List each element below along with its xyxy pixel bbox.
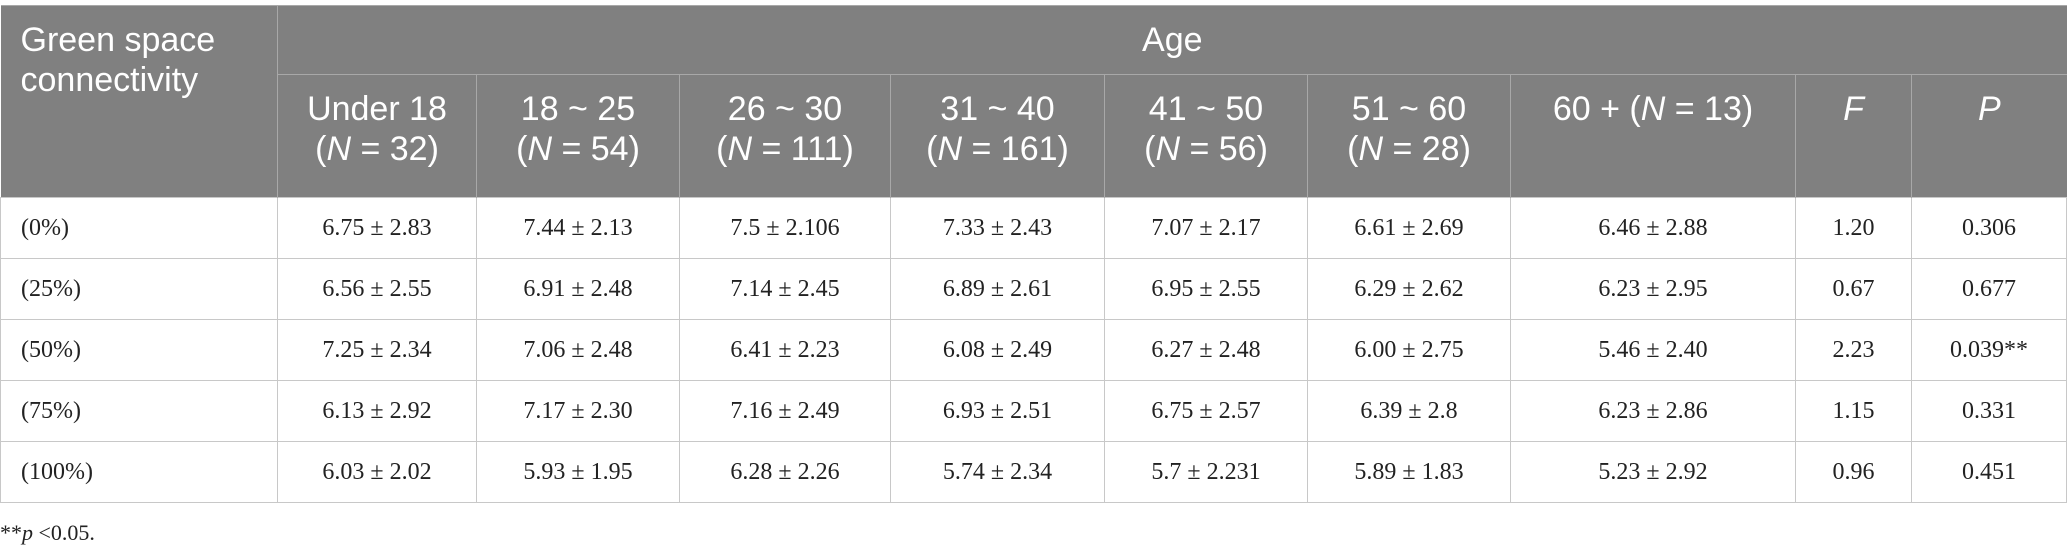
cell: 6.75 ± 2.83 — [277, 197, 477, 259]
cell: 5.89 ± 1.83 — [1307, 441, 1511, 503]
data-row: (75%) 6.13 ± 2.92 7.17 ± 2.30 7.16 ± 2.49 6.… — [0, 380, 2068, 442]
column-label: Under 18 — [307, 90, 447, 128]
cell: 7.17 ± 2.30 — [476, 380, 680, 442]
cell: 5.46 ± 2.40 — [1510, 319, 1796, 381]
cell: 5.74 ± 2.34 — [890, 441, 1105, 503]
column-header: 31 ~ 40 (N = 161) — [890, 74, 1105, 198]
column-header: P — [1910, 74, 2067, 198]
cell: 5.93 ± 1.95 — [476, 441, 680, 503]
footnote-prefix: ** — [0, 520, 22, 545]
cell: 7.16 ± 2.49 — [679, 380, 891, 442]
data-table: Green space connectivity Age Under 18 (N = … — [0, 5, 2068, 503]
column-label: 31 ~ 40 — [940, 90, 1055, 128]
footnote: **p <0.05. — [0, 520, 95, 546]
cell: 2.23 — [1795, 319, 1912, 381]
cell: 6.89 ± 2.61 — [890, 258, 1105, 320]
footnote-rest: <0.05. — [33, 520, 95, 545]
cell: 7.25 ± 2.34 — [277, 319, 477, 381]
footnote-var: p — [22, 520, 33, 545]
cell: 6.03 ± 2.02 — [277, 441, 477, 503]
cell: 7.07 ± 2.17 — [1104, 197, 1308, 259]
column-label: F — [1843, 90, 1864, 128]
cell: 6.23 ± 2.95 — [1510, 258, 1796, 320]
cell: 1.20 — [1795, 197, 1912, 259]
data-row: (25%) 6.56 ± 2.55 6.91 ± 2.48 7.14 ± 2.45 6.… — [0, 258, 2068, 320]
column-label: 18 ~ 25 — [520, 90, 636, 128]
column-label: 41 ~ 50 — [1148, 90, 1264, 128]
cell: 0.451 — [1910, 441, 2068, 503]
cell: 5.7 ± 2.231 — [1104, 441, 1308, 503]
column-header: 18 ~ 25 (N = 54) — [476, 74, 680, 198]
cell: 6.46 ± 2.88 — [1510, 197, 1796, 259]
cell: 6.28 ± 2.26 — [679, 441, 891, 503]
cell: 6.75 ± 2.57 — [1104, 380, 1308, 442]
cell: 6.13 ± 2.92 — [277, 380, 477, 442]
column-header: Under 18 (N = 32) — [277, 74, 477, 198]
cell: 7.14 ± 2.45 — [679, 258, 891, 320]
cell: 7.5 ± 2.106 — [679, 197, 891, 259]
column-n: (N = 32) — [315, 130, 439, 168]
column-n: (N = 111) — [716, 130, 854, 168]
cell: 6.91 ± 2.48 — [476, 258, 680, 320]
column-label: P — [1977, 90, 2001, 128]
column-label: 26 ~ 30 — [727, 90, 843, 128]
row-label: (100%) — [0, 441, 278, 503]
group-header: Age — [276, 5, 2067, 75]
cell: 0.306 — [1910, 197, 2068, 259]
data-row: (50%) 7.25 ± 2.34 7.06 ± 2.48 6.41 ± 2.23 6.… — [0, 319, 2068, 381]
column-label: 60 + (N = 13) — [1552, 90, 1754, 128]
data-row: (0%) 6.75 ± 2.83 7.44 ± 2.13 7.5 ± 2.106 7.3… — [0, 197, 2068, 259]
row-label: (75%) — [0, 380, 278, 442]
column-header: F — [1795, 74, 1912, 198]
cell: 6.23 ± 2.86 — [1510, 380, 1796, 442]
column-header: 51 ~ 60 (N = 28) — [1307, 74, 1511, 198]
cell: 6.41 ± 2.23 — [679, 319, 891, 381]
column-header: 26 ~ 30 (N = 111) — [679, 74, 891, 198]
cell: 6.95 ± 2.55 — [1104, 258, 1308, 320]
cell: 7.33 ± 2.43 — [890, 197, 1105, 259]
column-n: (N = 56) — [1144, 130, 1268, 168]
data-row: (100%) 6.03 ± 2.02 5.93 ± 1.95 6.28 ± 2.26 5… — [0, 441, 2068, 503]
row-label: (0%) — [0, 197, 278, 259]
cell: 6.39 ± 2.8 — [1307, 380, 1511, 442]
cell: 0.039** — [1910, 319, 2068, 381]
cell: 6.08 ± 2.49 — [890, 319, 1105, 381]
cell: 0.677 — [1910, 258, 2068, 320]
cell: 1.15 — [1795, 380, 1912, 442]
corner-header: Green space connectivity — [0, 5, 278, 198]
cell: 7.06 ± 2.48 — [476, 319, 680, 381]
cell: 0.67 — [1795, 258, 1912, 320]
header-row: Under 18 (N = 32) 18 ~ 25 (N = 54) 26 ~ 30 (N… — [1, 74, 2067, 198]
column-n: (N = 54) — [516, 130, 640, 168]
cell: 0.331 — [1910, 380, 2068, 442]
row-label: (50%) — [0, 319, 278, 381]
row-label: (25%) — [0, 258, 278, 320]
cell: 6.56 ± 2.55 — [277, 258, 477, 320]
cell: 6.00 ± 2.75 — [1307, 319, 1511, 381]
cell: 7.44 ± 2.13 — [476, 197, 680, 259]
header-row: Green space connectivity Age — [0, 5, 2067, 198]
column-n: (N = 28) — [1347, 130, 1471, 168]
cell: 5.23 ± 2.92 — [1510, 441, 1796, 503]
column-header: 60 + (N = 13) — [1510, 74, 1796, 198]
cell: 0.96 — [1795, 441, 1912, 503]
cell: 6.27 ± 2.48 — [1104, 319, 1308, 381]
column-label: 51 ~ 60 — [1351, 90, 1467, 128]
cell: 6.61 ± 2.69 — [1307, 197, 1511, 259]
column-header: 41 ~ 50 (N = 56) — [1104, 74, 1308, 198]
cell: 6.93 ± 2.51 — [890, 380, 1105, 442]
cell: 6.29 ± 2.62 — [1307, 258, 1511, 320]
column-n: (N = 161) — [926, 130, 1069, 168]
